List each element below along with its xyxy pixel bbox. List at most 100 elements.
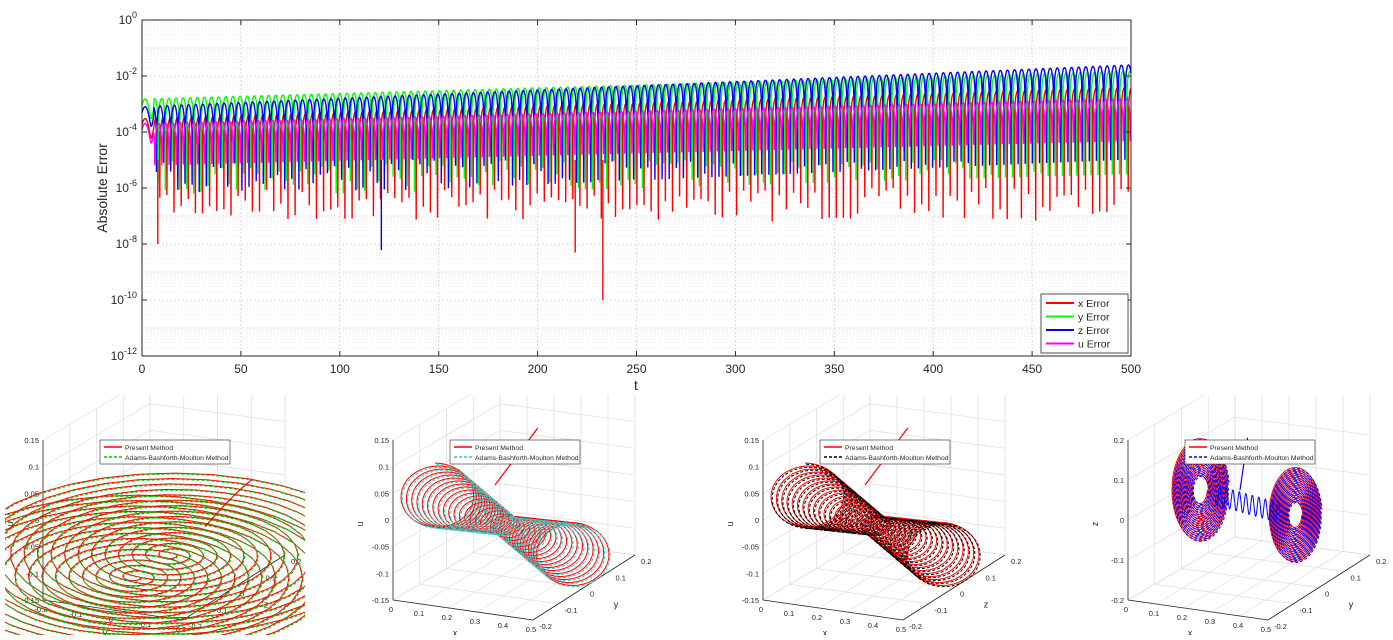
x-axis-label: t xyxy=(634,377,638,393)
front-tick-label: 0 xyxy=(759,605,763,614)
mini-legend: Present Method Adams-Bashforth-Moulton Me… xyxy=(99,439,231,465)
box-grid xyxy=(1127,395,1371,621)
vertical-tick-label: 0.1 xyxy=(749,463,759,472)
front-tick-label: 0.2 xyxy=(176,625,186,634)
vertical-tick-label: 0 xyxy=(385,516,389,525)
mini-legend-box xyxy=(449,439,581,465)
phase-plot-u-x-z: 0.150.10.050-0.05-0.1-0.150 0.1 0.2 0.3 0.4 0… xyxy=(725,395,1021,635)
3d-gridline xyxy=(419,583,559,605)
vertical-axis-label: u xyxy=(5,521,15,526)
side-tick-label: -0.2 xyxy=(1274,622,1287,631)
trajectory-curves xyxy=(1171,437,1323,563)
vertical-axis-label: u xyxy=(355,521,365,526)
vertical-tick-label: 0.2 xyxy=(1114,436,1124,445)
legend-entry-label: u Error xyxy=(1078,339,1111,351)
front-axis-label: x xyxy=(823,628,828,635)
vertical-tick-label: -0.05 xyxy=(22,543,39,552)
front-tick-label: 0.3 xyxy=(840,617,850,626)
vertical-tick-label: -0.05 xyxy=(742,543,759,552)
phase-plot-z-x-y: 0.20.10-0.1-0.20 0.1 0.2 0.3 0.4 0.5 -0.2-0.10… xyxy=(1090,395,1386,635)
front-tick-label: 0.3 xyxy=(1205,617,1215,626)
mini-legend-label: Adams-Bashforth-Moulton Method xyxy=(1210,455,1314,462)
mini-legend-box xyxy=(819,439,951,465)
side-tick-label: -0.2 xyxy=(539,622,552,631)
trajectory-curves xyxy=(5,472,305,635)
front-axis-label: x xyxy=(453,628,458,635)
abm-method-lobe xyxy=(1172,439,1230,542)
side-axis-line xyxy=(532,554,636,621)
side-tick-label: 0 xyxy=(1325,590,1329,599)
present-method-spiral xyxy=(5,494,305,635)
mini-legend-label: Adams-Bashforth-Moulton Method xyxy=(475,455,579,462)
x-tick-label: 0 xyxy=(139,362,146,376)
vertical-tick-label: 0.05 xyxy=(24,489,39,498)
y-tick-label: 10-2 xyxy=(116,66,137,83)
hourglass-neck xyxy=(1214,485,1281,523)
main-series xyxy=(141,64,1132,300)
mini-legend-label: Present Method xyxy=(1210,445,1258,452)
3d-gridline xyxy=(762,395,1005,441)
mini-legend: Present Method Adams-Bashforth-Moulton Me… xyxy=(819,439,951,465)
side-axis-line xyxy=(1267,554,1371,621)
x-tick-label: 450 xyxy=(1022,362,1042,376)
front-tick-label: 0.1 xyxy=(414,609,424,618)
3d-gridline xyxy=(789,583,929,605)
x-tick-label: 300 xyxy=(725,362,745,376)
x-tick-label: 150 xyxy=(429,362,449,376)
front-axis-line xyxy=(1127,599,1269,621)
side-tick-label: -0.1 xyxy=(215,606,228,615)
series-line-u-error xyxy=(141,98,1132,166)
vertical-tick-label: -0.1 xyxy=(746,569,759,578)
side-axis-label: z xyxy=(984,600,989,610)
side-tick-label: 0.2 xyxy=(1376,557,1386,566)
x-tick-label: 100 xyxy=(330,362,350,376)
vertical-tick-label: 0.05 xyxy=(744,489,759,498)
x-tick-label: 200 xyxy=(528,362,548,376)
side-axis-line xyxy=(902,554,1006,621)
3d-gridline xyxy=(42,395,285,441)
side-tick-label: -0.1 xyxy=(1300,606,1313,615)
side-axis-label: y xyxy=(614,600,619,610)
front-tick-label: 0 xyxy=(389,605,393,614)
vertical-tick-label: 0 xyxy=(1120,516,1124,525)
error-vs-time-chart: 0 50 100 150 200 250 300 350 400 450 500 10010-210… xyxy=(94,10,1141,393)
front-axis-label: y xyxy=(103,628,108,635)
front-tick-label: 0.2 xyxy=(442,613,452,622)
3d-gridline xyxy=(1181,568,1320,588)
mini-legend-label: Present Method xyxy=(845,445,893,452)
phase-plot-u-y-z: 0.150.10.050-0.05-0.1-0.15-0.2-0.100.10.… xyxy=(5,395,305,635)
box-grid xyxy=(762,395,1006,621)
front-tick-label: -0.2 xyxy=(35,605,48,614)
vertical-tick-label: -0.15 xyxy=(742,596,759,605)
vertical-tick-label: -0.1 xyxy=(376,569,389,578)
vertical-tick-label: 0.1 xyxy=(379,463,389,472)
mini-legend-label: Adams-Bashforth-Moulton Method xyxy=(125,455,229,462)
mini-legend-label: Present Method xyxy=(475,445,523,452)
vertical-tick-label: 0.1 xyxy=(1114,476,1124,485)
front-tick-label: 0.5 xyxy=(526,625,536,634)
series-line-z-error xyxy=(141,64,1132,193)
3d-gridline xyxy=(1127,456,1371,521)
side-tick-label: 0 xyxy=(240,590,244,599)
front-tick-label: 0 xyxy=(1124,605,1128,614)
vertical-tick-label: 0.1 xyxy=(29,463,39,472)
abm-method-spiral xyxy=(5,495,305,635)
front-axis-label: x xyxy=(1188,628,1193,635)
vertical-tick-label: -0.2 xyxy=(1111,596,1124,605)
side-tick-label: 0.1 xyxy=(616,573,626,582)
side-tick-label: 0.2 xyxy=(1011,557,1021,566)
3d-gridline xyxy=(149,536,286,556)
front-tick-label: 0.1 xyxy=(1149,609,1159,618)
vertical-tick-label: 0.15 xyxy=(744,436,759,445)
front-tick-label: -0.1 xyxy=(70,610,83,619)
front-axis-line xyxy=(762,599,904,621)
x-tick-label: 500 xyxy=(1121,362,1141,376)
mini-legend: Present Method Adams-Bashforth-Moulton Me… xyxy=(1184,439,1316,465)
side-tick-label: 0 xyxy=(960,590,964,599)
x-tick-label: 350 xyxy=(824,362,844,376)
mini-legend-box xyxy=(99,439,231,465)
vertical-tick-label: 0.15 xyxy=(24,436,39,445)
vertical-axis-label: u xyxy=(725,521,735,526)
3d-gridline xyxy=(1208,552,1345,572)
